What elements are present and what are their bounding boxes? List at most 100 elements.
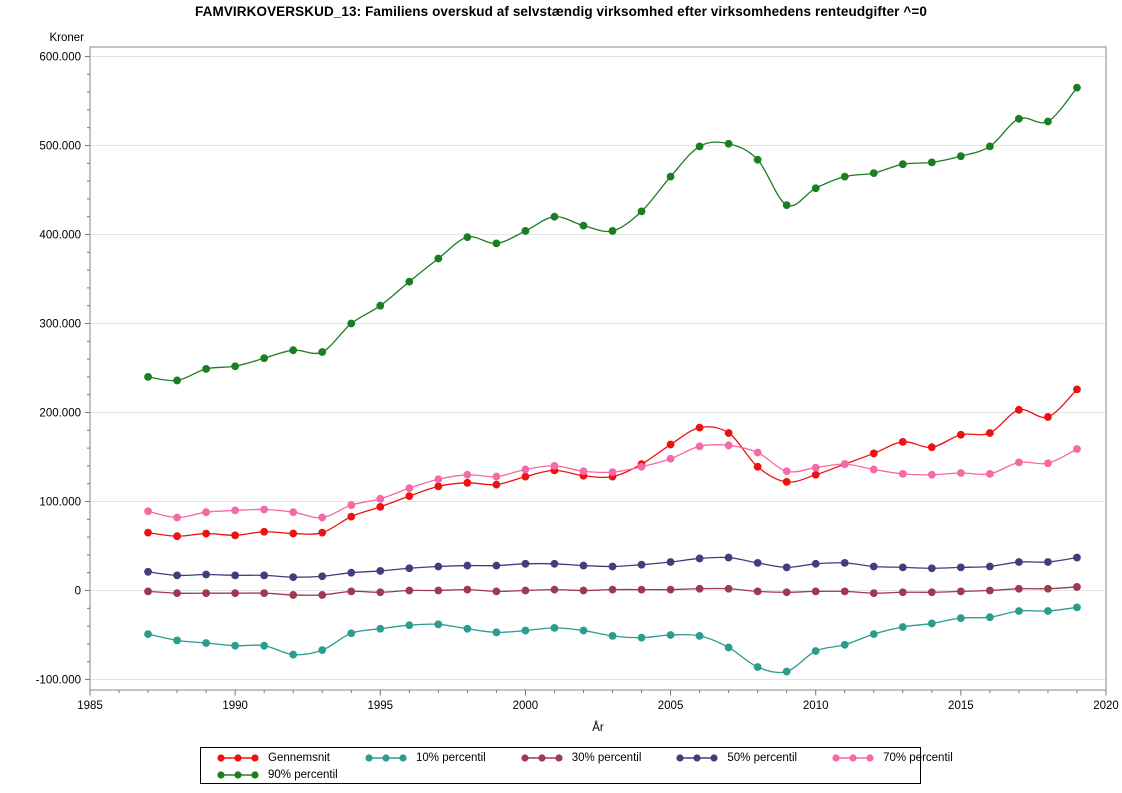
data-point [434, 562, 443, 571]
data-point [956, 614, 965, 622]
y-axis-title: Kroner [49, 32, 84, 44]
data-point [347, 319, 356, 328]
series-70-percentil [144, 441, 1081, 522]
legend-marker-icon [217, 770, 259, 779]
data-point [521, 227, 530, 235]
data-point [1073, 553, 1081, 562]
data-point [260, 571, 269, 580]
x-axis: 1985 1990 1995 2000 2005 2010 2015 2020 [77, 690, 1119, 712]
data-point [579, 221, 588, 230]
data-point [1073, 83, 1081, 92]
data-point [347, 629, 356, 638]
data-point [289, 529, 298, 538]
x-tick-label: 2000 [513, 700, 539, 712]
legend-marker-dot [382, 753, 390, 762]
data-point [579, 467, 588, 476]
legend-item-30-percentil: 30% percentil [519, 751, 642, 764]
data-point [347, 568, 356, 577]
legend-marker-icon [832, 753, 874, 762]
legend-marker-dot [251, 770, 259, 779]
data-point [318, 646, 327, 655]
data-point [695, 442, 704, 451]
data-point [202, 570, 211, 579]
data-point [579, 561, 588, 570]
data-point [376, 494, 385, 503]
data-point [1044, 607, 1052, 615]
data-point [927, 158, 936, 167]
series-90-percentil [144, 83, 1081, 385]
data-point [869, 169, 878, 177]
data-point [405, 621, 414, 630]
data-point [898, 437, 907, 446]
data-point [463, 470, 472, 479]
data-point [550, 585, 559, 594]
data-point [1073, 445, 1081, 453]
legend-marker-dot [217, 753, 225, 762]
data-point [869, 465, 878, 474]
data-point [434, 475, 443, 484]
data-point [492, 628, 501, 637]
legend-item-50-percentil: 50% percentil [674, 752, 797, 764]
data-point [637, 633, 646, 642]
y-gridlines [90, 56, 1106, 680]
data-point [289, 508, 298, 517]
data-point [521, 465, 530, 474]
data-point [724, 584, 733, 593]
data-point [956, 563, 965, 572]
data-point [782, 201, 791, 210]
data-point [463, 233, 472, 242]
data-point [1044, 413, 1052, 421]
data-point [405, 586, 414, 595]
data-point [840, 559, 849, 567]
data-point [869, 630, 878, 639]
legend-marker-icon [217, 753, 259, 762]
data-point [289, 650, 298, 659]
chart-legend: Gennemsnit 10% percentil 30% percentil 50% … [200, 747, 953, 784]
data-point [376, 502, 385, 511]
data-point [666, 631, 675, 639]
data-point [144, 587, 152, 596]
data-point [608, 227, 617, 235]
data-point [956, 430, 965, 439]
legend-marker-dot [234, 770, 242, 779]
data-point [434, 482, 443, 491]
data-point [753, 559, 762, 567]
series-line [147, 388, 1078, 537]
data-point [260, 354, 269, 363]
legend-marker-icon [521, 753, 563, 762]
data-point [144, 528, 152, 537]
data-point [898, 160, 907, 169]
data-point [434, 254, 443, 263]
data-point [608, 562, 617, 571]
data-point [260, 505, 269, 514]
series-50-percentil [144, 553, 1081, 582]
data-point [869, 589, 878, 598]
data-point [637, 585, 646, 594]
data-point [956, 469, 965, 477]
data-point [608, 631, 617, 640]
legend-item-label: 10% percentil [416, 751, 486, 764]
data-point [318, 348, 327, 356]
data-point [231, 589, 240, 598]
data-point [231, 571, 240, 580]
legend-item-label: 30% percentil [571, 751, 642, 764]
data-point [782, 667, 791, 676]
data-point [463, 478, 472, 487]
data-point [231, 641, 240, 650]
data-point [753, 462, 762, 471]
data-point [405, 492, 414, 501]
data-point [550, 462, 559, 470]
data-point [1044, 558, 1052, 566]
data-point [1073, 385, 1081, 394]
data-point [695, 631, 704, 640]
data-point [492, 561, 501, 570]
data-point [666, 558, 675, 566]
data-point [1044, 459, 1052, 468]
data-point [173, 571, 181, 580]
data-point [724, 139, 733, 148]
data-point [492, 587, 501, 596]
data-point [608, 468, 617, 477]
data-point [985, 613, 994, 622]
data-point [985, 429, 994, 437]
data-point [202, 589, 211, 598]
